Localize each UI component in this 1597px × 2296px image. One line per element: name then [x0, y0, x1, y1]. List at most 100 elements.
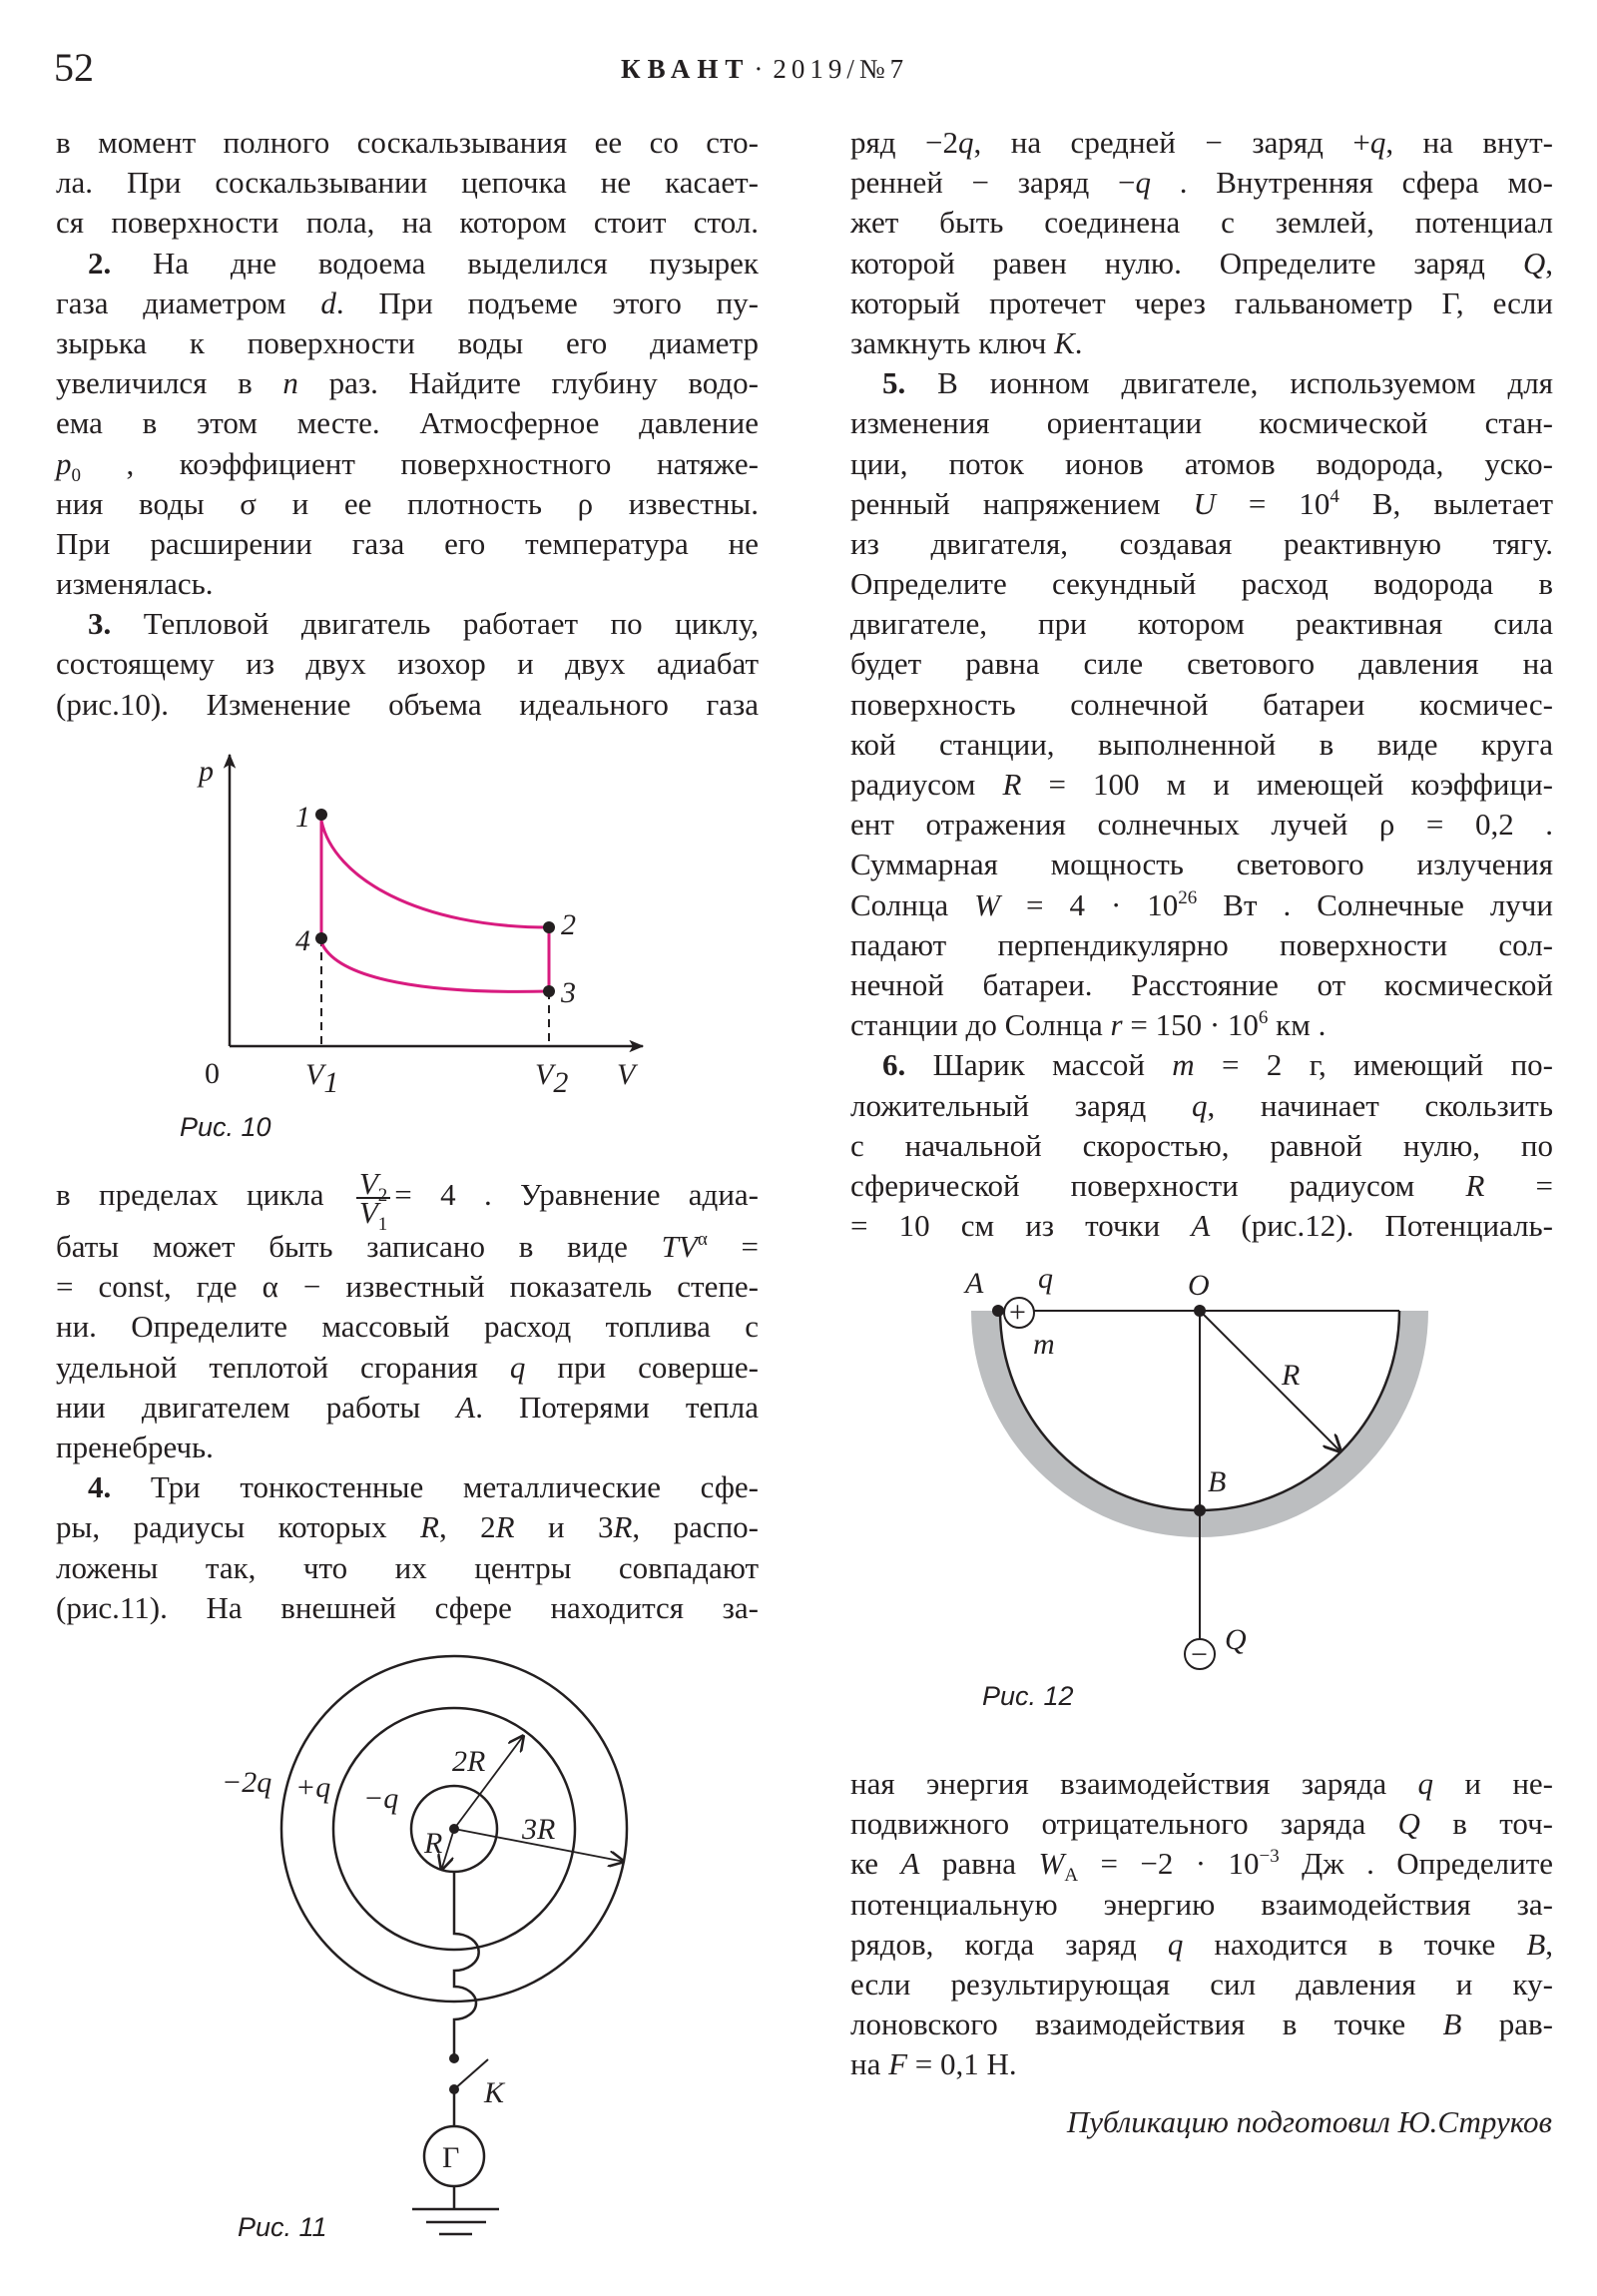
text-run: на — [850, 2046, 889, 2082]
text-run: = 0,1 Н. — [907, 2046, 1017, 2082]
math-variable: B — [1442, 2007, 1462, 2042]
text-line: 6. Шарик массой m = 2 г, имеющий по- — [850, 1045, 1553, 1085]
fraction: V2 V1 — [355, 1168, 391, 1234]
text-line: ложены так, что их центры совпадают — [56, 1548, 759, 1588]
outer-sphere — [279, 1654, 629, 2004]
math-variable: Q — [1522, 245, 1546, 281]
charge-big-q-label: Q — [1225, 1623, 1247, 1656]
text-run: , начинает скользить — [1207, 1087, 1554, 1123]
point-4 — [315, 932, 327, 944]
text-line: потенциальную энергию взаимодействия за- — [850, 1885, 1553, 1925]
text-run: ния воды σ и ее плотность ρ известны. — [56, 485, 759, 521]
text-run: (рис.12). Потенциаль- — [1210, 1208, 1553, 1244]
point-4-label: 4 — [295, 924, 310, 957]
math-variable: n — [282, 365, 298, 401]
text-line: состоящему из двух изохор и двух адиабат — [56, 644, 759, 684]
radius-label: R — [1281, 1359, 1300, 1392]
text-line: которой равен нулю. Определите заряд Q, — [850, 244, 1553, 284]
figure-11-labels: −2q +q −q R 2R 3R K Г Рис. 11 — [222, 1745, 555, 2242]
text-run: = 100 м и имеющей коэффици- — [1021, 767, 1553, 802]
math-variable: A — [1191, 1208, 1211, 1244]
mass-label: m — [1033, 1328, 1055, 1361]
text-run: потенциальную энергию взаимодействия за- — [850, 1886, 1553, 1922]
text-run: нечной батареи. Расстояние от космическо… — [850, 966, 1553, 1002]
math-variable: r — [1110, 1007, 1123, 1043]
math-variable: q — [1369, 125, 1386, 160]
problem-number: 3. — [88, 606, 112, 642]
text-run: ложены так, что их центры совпадают — [56, 1549, 759, 1585]
text-run: Тепловой двигатель работает по циклу, — [111, 606, 759, 642]
point-1-label: 1 — [295, 801, 310, 834]
text-run: станции до Солнца — [850, 1007, 1111, 1043]
text-run: . — [1074, 324, 1083, 360]
text-run: состоящему из двух изохор и двух адиабат — [56, 646, 759, 682]
text-run: изменялась. — [56, 566, 214, 602]
superscript: −3 — [1259, 1846, 1280, 1868]
text-line: удельной теплотой сгорания q при соверше… — [56, 1348, 759, 1388]
text-line: нии двигателем работы A. Потерями тепла — [56, 1388, 759, 1428]
text-run: с начальной скоростью, равной нулю, по — [850, 1127, 1553, 1163]
text-run: , на внут- — [1385, 125, 1553, 160]
point-3-label: 3 — [560, 976, 576, 1009]
text-line: если результирующая сил давления и ку- — [850, 1965, 1553, 2005]
text-run: который протечет через гальванометр Г, е… — [850, 285, 1553, 320]
text-run: Шарик массой — [905, 1047, 1173, 1083]
v1-symbol: V — [305, 1058, 327, 1091]
point-b-label: B — [1208, 1465, 1226, 1498]
math-variable: R — [1465, 1167, 1485, 1203]
problem-number: 6. — [882, 1047, 906, 1083]
text-run: , — [1545, 245, 1553, 281]
text-run: падают перпендикулярно поверхности сол- — [850, 926, 1553, 962]
text-line: лоновского взаимодействия в точке B рав- — [850, 2005, 1553, 2044]
text-line: 4. Три тонкостенные металлические сфе- — [56, 1467, 759, 1507]
origin-label: 0 — [205, 1057, 220, 1090]
right-column-bottom: ная энергия взаимодействия заряда q и не… — [850, 1764, 1553, 2085]
problem-number: 2. — [88, 245, 112, 281]
text-line: пренебречь. — [56, 1428, 759, 1467]
text-run: находится в точке — [1183, 1926, 1527, 1962]
text-line: ни. Определите массовый расход топлива с — [56, 1307, 759, 1347]
text-line: ренней − заряд −q . Внутренняя сфера мо- — [850, 163, 1553, 203]
text-line: сферической поверхности радиусом R = — [850, 1166, 1553, 1206]
text-run: ры, радиусы которых — [56, 1509, 421, 1545]
text-line: из двигателя, создавая реактивную тягу. — [850, 524, 1553, 564]
text-run: пренебречь. — [56, 1429, 214, 1464]
text-run: радиусом — [850, 767, 1003, 802]
text-run: . Потерями тепла — [475, 1389, 759, 1425]
text-run: , на средней − заряд + — [973, 125, 1370, 160]
text-run: ная энергия взаимодействия заряда — [850, 1766, 1418, 1801]
text-run: в пределах цикла — [56, 1177, 352, 1212]
text-run: баты может быть записано в виде — [56, 1229, 662, 1264]
text-line: газа диаметром d. При подъеме этого пу- — [56, 284, 759, 323]
text-line: изменялась. — [56, 564, 759, 604]
positive-charge-ball — [1003, 1297, 1035, 1329]
bowl-surface — [971, 1311, 1428, 1537]
radius-arrow — [1199, 1310, 1341, 1452]
figure-12-bowl: + − A q m O R B Q Рис. 12 — [963, 1262, 1428, 1711]
problem-number: 4. — [88, 1469, 112, 1505]
magazine-name: КВАНТ — [621, 54, 751, 84]
math-variable: m — [1172, 1047, 1195, 1083]
text-run: В ионном двигателе, используемом для — [905, 365, 1553, 401]
math-variable: q — [958, 125, 974, 160]
radius-3r-label: 3R — [521, 1813, 555, 1846]
text-run: ложительный заряд — [850, 1087, 1192, 1123]
text-run: замкнуть ключ — [850, 324, 1055, 360]
ground-wire — [452, 1872, 480, 2058]
math-variable: q — [1167, 1926, 1184, 1962]
point-a-label: A — [963, 1267, 984, 1300]
text-run: и 3 — [514, 1509, 614, 1545]
radius-2r-arrow — [453, 1735, 524, 1830]
switch-label: K — [483, 2076, 506, 2109]
problem-number: 5. — [882, 365, 906, 401]
subscript: 0 — [71, 464, 82, 486]
text-run: ренный напряжением — [850, 485, 1194, 521]
text-run: (рис.10). Изменение объема идеального га… — [56, 686, 759, 722]
point-2-label: 2 — [561, 908, 576, 941]
text-run: равна — [919, 1846, 1039, 1882]
superscript: 6 — [1258, 1007, 1269, 1029]
text-run: = 2 г, имеющий по- — [1194, 1047, 1553, 1083]
text-run: (рис.11). На внешней сфере находится за- — [56, 1589, 759, 1625]
text-run: Дж . Определите — [1279, 1846, 1553, 1882]
text-run: , 2 — [438, 1509, 496, 1545]
